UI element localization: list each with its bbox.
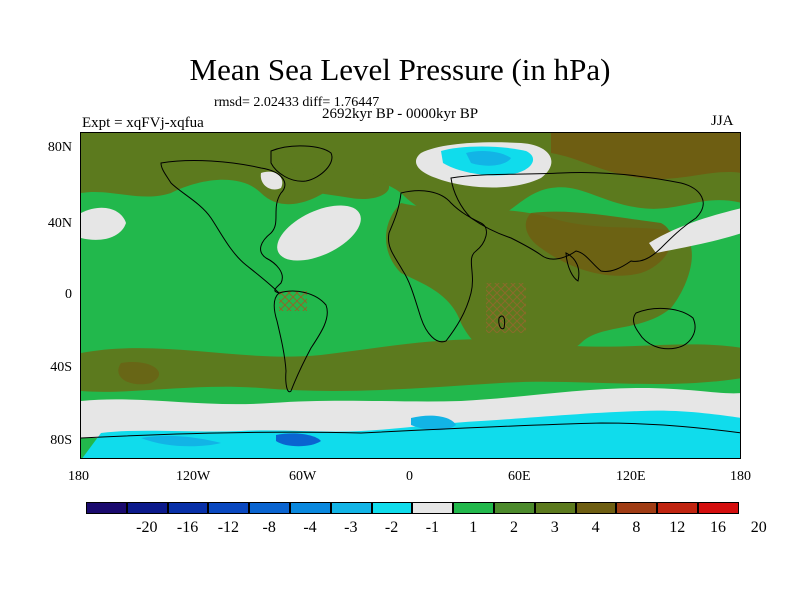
colorbar-label: -16 bbox=[176, 519, 199, 536]
colorbar-box bbox=[453, 502, 494, 514]
colorbar-label: -8 bbox=[262, 519, 276, 536]
chart-title: Mean Sea Level Pressure (in hPa) bbox=[189, 52, 611, 87]
colorbar-box bbox=[494, 502, 535, 514]
lon-label-120e: 120E bbox=[616, 469, 646, 484]
lon-label-0: 0 bbox=[406, 469, 413, 484]
lat-label-80n: 80N bbox=[47, 140, 72, 155]
colorbar-box bbox=[698, 502, 739, 514]
lat-label-0: 0 bbox=[65, 287, 72, 302]
experiment-label: Expt = xqFVj-xqfua bbox=[82, 115, 204, 131]
field-asia-dark bbox=[525, 211, 672, 276]
field-antarctic-blue bbox=[141, 435, 221, 447]
hatch-amazon bbox=[279, 291, 307, 311]
colorbar-label: -4 bbox=[303, 519, 317, 536]
coastlines bbox=[81, 145, 740, 439]
pressure-map bbox=[80, 132, 741, 459]
colorbar-box bbox=[534, 502, 576, 514]
colorbar-label: 2 bbox=[510, 519, 518, 536]
field-arctic-deep bbox=[466, 150, 511, 166]
lon-label-120w: 120W bbox=[176, 469, 211, 484]
colorbar-box bbox=[371, 502, 413, 514]
colorbar-box bbox=[616, 502, 658, 514]
colorbar-label: 12 bbox=[669, 519, 686, 536]
lat-label-40n: 40N bbox=[47, 216, 72, 231]
colorbar-label: -2 bbox=[384, 519, 399, 536]
colorbar-box bbox=[208, 502, 250, 514]
colorbar-label: 16 bbox=[710, 519, 726, 536]
colorbar-label: 8 bbox=[632, 519, 641, 536]
lat-label-40s: 40S bbox=[50, 360, 72, 375]
colorbar-box bbox=[249, 502, 290, 514]
field-east-ant-blue bbox=[411, 415, 456, 431]
field-north-atlantic bbox=[281, 163, 390, 199]
field-antarctic-cyan bbox=[82, 410, 740, 458]
colorbar-label: -3 bbox=[344, 519, 358, 536]
field-east-pacific bbox=[118, 362, 160, 385]
colorbar-label: -20 bbox=[136, 519, 158, 536]
colorbar-box bbox=[290, 502, 331, 514]
colorbar-box bbox=[167, 502, 209, 514]
field-weddell-blue bbox=[276, 433, 321, 447]
colorbar-box bbox=[126, 502, 168, 514]
colorbar-box bbox=[330, 502, 372, 514]
season-label: JJA bbox=[711, 113, 734, 129]
lon-label-60w: 60W bbox=[289, 469, 317, 484]
colorbar-box bbox=[412, 502, 454, 514]
colorbar-label: -12 bbox=[217, 519, 240, 536]
field-pacific-west bbox=[81, 207, 126, 240]
lon-label-180w: 180 bbox=[68, 469, 89, 484]
colorbar-label: -1 bbox=[425, 519, 440, 536]
field-southern-belt bbox=[81, 339, 740, 392]
field-pacific-east bbox=[649, 208, 740, 253]
stats-label: rmsd= 2.02433 diff= 1.76447 bbox=[214, 95, 380, 110]
lon-label-60e: 60E bbox=[508, 469, 531, 484]
colorbar-label: 1 bbox=[469, 519, 478, 536]
field-atlantic-high bbox=[277, 205, 361, 261]
lon-label-180e: 180 bbox=[730, 469, 751, 484]
colorbar-box bbox=[86, 502, 127, 514]
hatch-africa bbox=[486, 283, 526, 333]
lat-label-80s: 80S bbox=[50, 433, 72, 448]
field-greenland-grey bbox=[260, 171, 283, 190]
period-label: 2692kyr BP - 0000kyr BP bbox=[322, 106, 479, 122]
map-svg bbox=[81, 133, 740, 458]
colorbar-label: 20 bbox=[750, 519, 767, 536]
field-siberia-dark bbox=[551, 133, 740, 179]
colorbar-label: 4 bbox=[591, 519, 600, 536]
colorbar-label: 3 bbox=[550, 519, 559, 536]
colorbar-box bbox=[575, 502, 617, 514]
colorbar-box bbox=[657, 502, 698, 514]
